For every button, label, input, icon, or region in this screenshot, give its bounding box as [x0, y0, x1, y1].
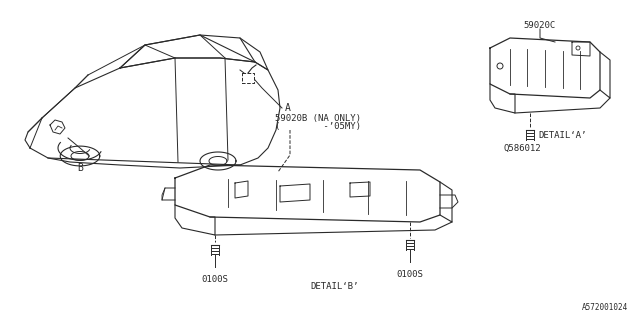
- Text: 59020C: 59020C: [524, 21, 556, 30]
- Text: 0100S: 0100S: [397, 270, 424, 279]
- Text: 59020B (NA ONLY): 59020B (NA ONLY): [275, 114, 361, 123]
- Text: 0100S: 0100S: [202, 275, 228, 284]
- Text: (        -’05MY): ( -’05MY): [275, 122, 361, 131]
- Text: B: B: [77, 163, 83, 173]
- Text: Q586012: Q586012: [504, 143, 541, 153]
- Text: A572001024: A572001024: [582, 303, 628, 312]
- Text: DETAIL‘B’: DETAIL‘B’: [311, 282, 359, 291]
- Text: A: A: [285, 103, 291, 113]
- Text: DETAIL‘A’: DETAIL‘A’: [538, 132, 586, 140]
